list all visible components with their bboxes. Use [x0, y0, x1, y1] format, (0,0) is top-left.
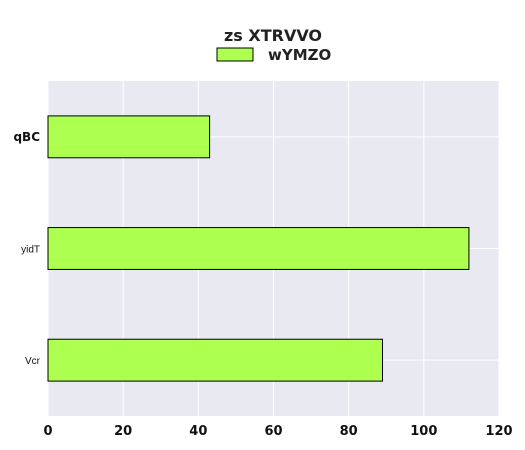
bar-yidT: [47, 227, 470, 270]
x-tick-label: 80: [340, 424, 358, 439]
x-tick-label: 60: [264, 424, 282, 439]
y-tick-label: yidT: [21, 245, 40, 256]
x-tick-label: 100: [410, 424, 437, 439]
bars: [47, 115, 470, 382]
y-tick-label: Vcr: [25, 356, 41, 367]
y-tick-labels: qBC yidT Vcr: [13, 130, 40, 367]
legend-title: zs XTRVVO: [224, 26, 322, 45]
y-tick-label: qBC: [13, 130, 40, 144]
legend-swatch: [216, 47, 254, 62]
legend-label: wYMZO: [268, 46, 331, 64]
bar-qBC: [47, 115, 211, 159]
bar-Vcr: [47, 338, 383, 382]
x-tick-label: 40: [189, 424, 207, 439]
x-tick-label: 120: [485, 424, 512, 439]
x-tick-label: 20: [114, 424, 132, 439]
x-tick-label: 0: [43, 424, 52, 439]
x-tick-labels: 0 20 40 60 80 100 120: [43, 424, 512, 439]
